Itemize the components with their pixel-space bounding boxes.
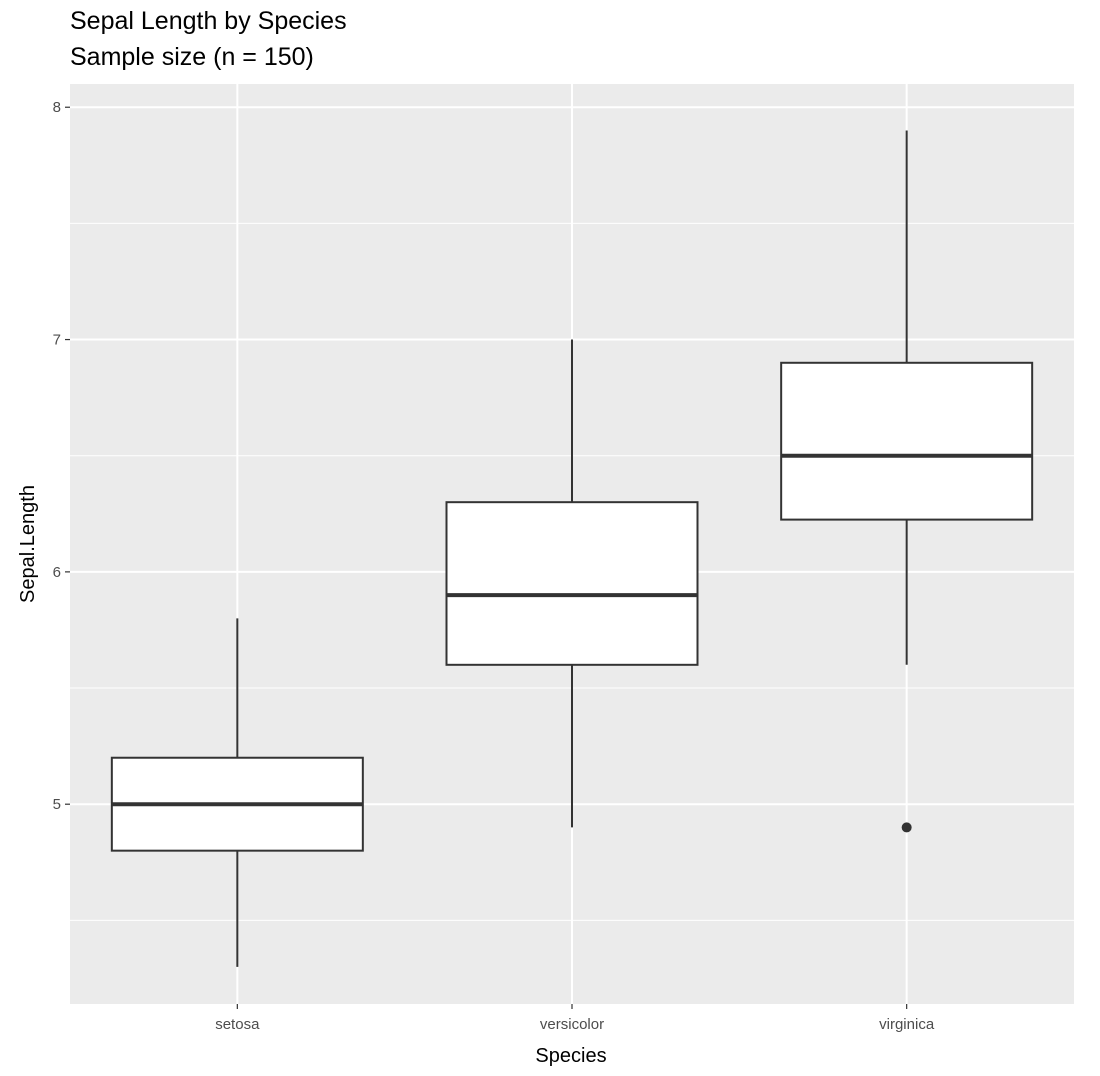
box-versicolor [445, 339, 699, 828]
boxes-layer [110, 130, 1034, 967]
x-axis-title: Species [535, 1045, 606, 1067]
x-tick-label: virginica [879, 1016, 935, 1033]
x-tick-label: versicolor [540, 1016, 604, 1033]
x-axis: setosa versicolor virginica [215, 1004, 935, 1033]
y-tick-label: 8 [53, 99, 61, 116]
y-axis: 5 6 7 8 [53, 99, 70, 813]
box-setosa [110, 618, 364, 967]
y-axis-title: Sepal.Length [17, 485, 39, 603]
box-virginica [780, 130, 1034, 833]
y-tick-label: 6 [53, 564, 61, 581]
chart-subtitle: Sample size (n = 150) [70, 43, 314, 71]
outlier-point [901, 822, 912, 833]
y-tick-label: 7 [53, 332, 61, 349]
x-tick-label: setosa [215, 1016, 260, 1033]
box-iqr [445, 501, 699, 666]
y-tick-label: 5 [53, 796, 61, 813]
box-iqr [780, 361, 1034, 521]
chart-title: Sepal Length by Species [70, 7, 347, 35]
